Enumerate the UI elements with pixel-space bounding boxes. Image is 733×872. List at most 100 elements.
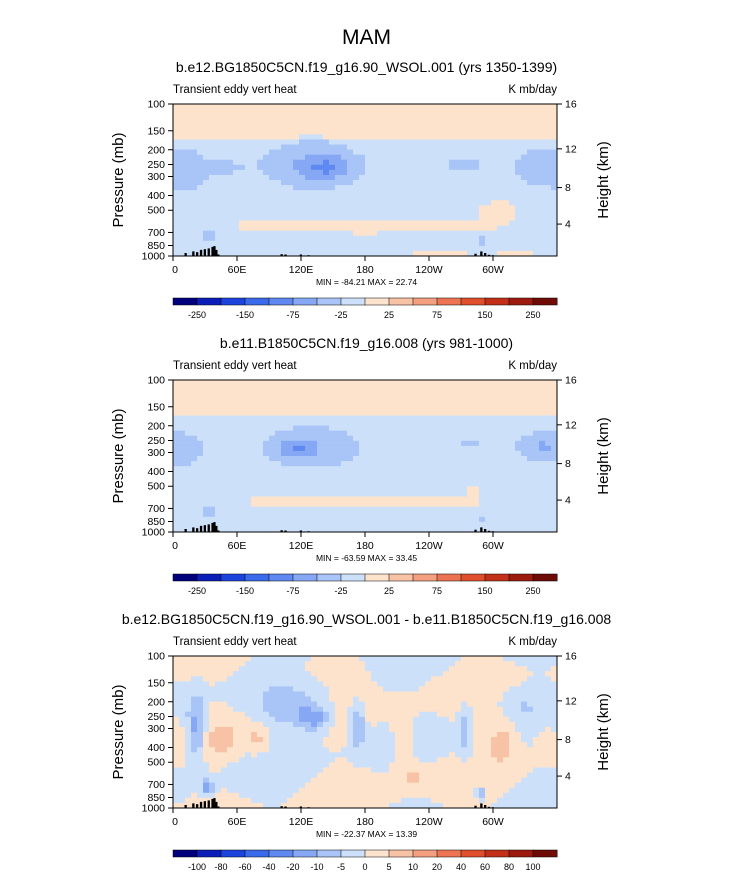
heatmap-cell bbox=[341, 149, 348, 156]
heatmap-cell bbox=[527, 410, 534, 416]
heatmap-cell bbox=[281, 129, 288, 135]
heatmap-cell bbox=[173, 390, 180, 396]
heatmap-cell bbox=[545, 445, 552, 452]
heatmap-cell bbox=[359, 180, 366, 186]
heatmap-cell bbox=[209, 230, 216, 237]
pressure-tick-label: 150 bbox=[147, 125, 165, 137]
heatmap-cell bbox=[311, 511, 318, 518]
heatmap-cell bbox=[311, 190, 318, 196]
heatmap-cell bbox=[203, 456, 210, 462]
heatmap-cell bbox=[227, 240, 234, 247]
heatmap-cell bbox=[239, 119, 246, 125]
heatmap-cell bbox=[449, 250, 456, 257]
heatmap-cell bbox=[275, 410, 282, 416]
heatmap-cell bbox=[551, 190, 558, 196]
heatmap-cells bbox=[173, 380, 558, 533]
heatmap-cell bbox=[485, 716, 492, 723]
heatmap-cell bbox=[449, 225, 456, 232]
heatmap-cell bbox=[245, 686, 252, 692]
heatmap-cell bbox=[419, 134, 426, 140]
heatmap-cell bbox=[251, 461, 258, 467]
heatmap-cell bbox=[347, 676, 354, 682]
heatmap-cell bbox=[227, 180, 234, 186]
heatmap-cell bbox=[461, 661, 468, 667]
heatmap-cell bbox=[545, 716, 552, 723]
heatmap-cell bbox=[275, 185, 282, 191]
heatmap-cell bbox=[245, 696, 252, 702]
heatmap-cell bbox=[383, 390, 390, 396]
heatmap-cell bbox=[251, 450, 258, 457]
lon-tick-label: 120E bbox=[289, 540, 314, 552]
heatmap-cell bbox=[209, 180, 216, 186]
height-tick-label: 8 bbox=[565, 458, 571, 470]
heatmap-cell bbox=[191, 200, 198, 206]
heatmap-cell bbox=[515, 134, 522, 140]
heatmap-cell bbox=[431, 134, 438, 140]
heatmap-cell bbox=[413, 526, 420, 533]
heatmap-cell bbox=[293, 440, 300, 447]
heatmap-cell bbox=[437, 230, 444, 237]
heatmap-cell bbox=[281, 726, 288, 733]
heatmap-cell bbox=[467, 686, 474, 692]
heatmap-cell bbox=[515, 686, 522, 692]
heatmap-cell bbox=[395, 190, 402, 196]
heatmap-cell bbox=[545, 425, 552, 432]
heatmap-cell bbox=[527, 190, 534, 196]
heatmap-cell bbox=[281, 380, 288, 386]
heatmap-cell bbox=[551, 215, 558, 221]
heatmap-cell bbox=[233, 526, 240, 533]
heatmap-cell bbox=[269, 511, 276, 518]
heatmap-cell bbox=[503, 511, 510, 518]
heatmap-cell bbox=[335, 139, 342, 145]
heatmap-cell bbox=[431, 691, 438, 697]
heatmap-cell bbox=[269, 661, 276, 667]
heatmap-cell bbox=[521, 230, 528, 237]
heatmap-cell bbox=[509, 716, 516, 723]
heatmap-cell bbox=[233, 180, 240, 186]
heatmap-cell bbox=[335, 516, 342, 523]
heatmap-cell bbox=[371, 716, 378, 723]
heatmap-cell bbox=[413, 445, 420, 452]
heatmap-cell bbox=[383, 476, 390, 482]
heatmap-cell bbox=[335, 671, 342, 677]
heatmap-cell bbox=[221, 190, 228, 196]
heatmap-cell bbox=[305, 134, 312, 140]
heatmap-cell bbox=[299, 104, 306, 110]
heatmap-cell bbox=[425, 400, 432, 406]
heatmap-cell bbox=[341, 235, 348, 242]
heatmap-cell bbox=[389, 481, 396, 487]
heatmap-cell bbox=[305, 395, 312, 401]
heatmap-cell bbox=[287, 139, 294, 145]
heatmap-cell bbox=[449, 676, 456, 682]
heatmap-cell bbox=[323, 466, 330, 472]
heatmap-cell bbox=[257, 185, 264, 191]
heatmap-cell bbox=[347, 220, 354, 226]
heatmap-cell bbox=[437, 240, 444, 247]
heatmap-cell bbox=[257, 501, 264, 508]
heatmap-cell bbox=[185, 491, 192, 497]
heatmap-cell bbox=[239, 220, 246, 226]
heatmap-cell bbox=[503, 481, 510, 487]
heatmap-cell bbox=[491, 174, 498, 181]
heatmap-cell bbox=[173, 164, 180, 171]
heatmap-cell bbox=[251, 210, 258, 216]
heatmap-cell bbox=[359, 149, 366, 156]
heatmap-cell bbox=[473, 169, 480, 176]
heatmap-cell bbox=[179, 205, 186, 211]
heatmap-cell bbox=[473, 215, 480, 221]
heatmap-cell bbox=[509, 250, 516, 257]
heatmap-cell bbox=[443, 230, 450, 237]
heatmap-cell bbox=[353, 671, 360, 677]
heatmap-cell bbox=[203, 114, 210, 120]
heatmap-cell bbox=[395, 481, 402, 487]
heatmap-cell bbox=[311, 245, 318, 252]
heatmap-cell bbox=[245, 661, 252, 667]
heatmap-cell bbox=[197, 109, 204, 115]
heatmap-cell bbox=[323, 129, 330, 135]
heatmap-cell bbox=[263, 476, 270, 482]
heatmap-cell bbox=[191, 149, 198, 156]
heatmap-cell bbox=[413, 129, 420, 135]
heatmap-cell bbox=[209, 159, 216, 166]
left-string: Transient eddy vert heat bbox=[173, 360, 297, 372]
heatmap-cell bbox=[407, 481, 414, 487]
